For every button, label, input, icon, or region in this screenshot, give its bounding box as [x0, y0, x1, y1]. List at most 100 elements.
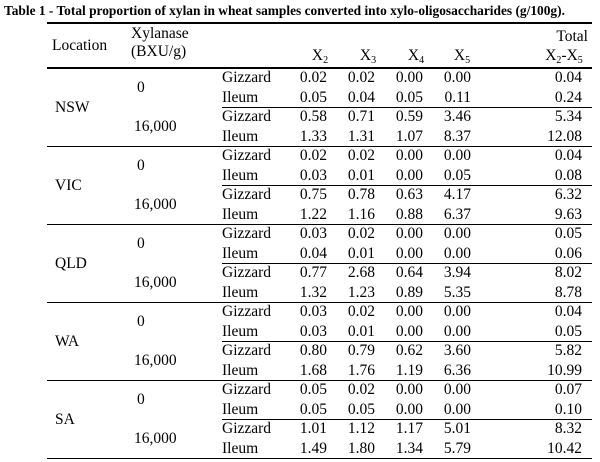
total-cell: 10.42 — [547, 439, 582, 457]
x5-cell: 6.36 — [443, 361, 471, 379]
dose-divider-rule — [222, 263, 592, 264]
x3-cell: 0.78 — [347, 186, 375, 203]
dose-divider-rule — [222, 341, 592, 342]
header-total-x5: -X — [561, 47, 578, 64]
site-cell: Ileum — [222, 88, 259, 106]
location-label: WA — [55, 333, 80, 350]
header-x2-letter: X — [311, 47, 324, 64]
site-cell: Gizzard — [222, 69, 272, 86]
xylanase-dose-low: 0 — [137, 235, 145, 252]
x2-cell: 0.77 — [299, 264, 327, 281]
x4-cell: 0.00 — [395, 69, 423, 86]
total-cell: 8.78 — [554, 283, 582, 301]
site-cell: Ileum — [222, 127, 259, 145]
table-row: Gizzard 0.58 0.71 0.59 3.46 5.34 — [47, 107, 592, 126]
header-x4-sub: 4 — [419, 55, 425, 66]
x2-cell: 0.05 — [299, 88, 327, 106]
location-group: WA 0 16,000 Gizzard 0.03 0.02 0.00 0.00 0.04 Ileu… — [47, 303, 592, 381]
x4-cell: 0.62 — [395, 342, 423, 359]
table-row: Gizzard 0.80 0.79 0.62 3.60 5.82 — [47, 341, 592, 360]
location-group: QLD 0 16,000 Gizzard 0.03 0.02 0.00 0.00 0.05 Ile… — [47, 225, 592, 303]
total-cell: 9.63 — [554, 205, 582, 223]
x5-cell: 3.94 — [443, 264, 471, 281]
total-cell: 0.24 — [554, 88, 582, 106]
x5-cell: 0.00 — [443, 69, 471, 86]
header-rule — [47, 67, 592, 69]
x2-cell: 0.05 — [299, 381, 327, 398]
x4-cell: 0.59 — [395, 108, 423, 125]
x5-cell: 0.05 — [443, 166, 471, 184]
table-row: Gizzard 0.77 2.68 0.64 3.94 8.02 — [47, 263, 592, 282]
site-cell: Gizzard — [222, 186, 272, 203]
total-cell: 6.32 — [554, 186, 582, 203]
location-label: VIC — [55, 177, 82, 194]
x2-cell: 1.68 — [299, 361, 327, 379]
x4-cell: 0.00 — [395, 322, 423, 340]
header-total-x2: X — [545, 47, 557, 64]
x3-cell: 1.76 — [347, 361, 375, 379]
header-location: Location — [52, 37, 108, 54]
x2-cell: 1.32 — [299, 283, 327, 301]
table-row: Ileum 1.68 1.76 1.19 6.36 10.99 — [47, 361, 592, 380]
x3-cell: 0.02 — [347, 381, 375, 398]
site-cell: Gizzard — [222, 381, 272, 398]
group-bottom-rule — [47, 145, 592, 147]
site-cell: Gizzard — [222, 342, 272, 359]
table-row: Ileum 0.03 0.01 0.00 0.00 0.05 — [47, 322, 592, 341]
header-total-x5-sub: 5 — [577, 55, 583, 66]
x3-cell: 0.02 — [347, 303, 375, 320]
site-cell: Gizzard — [222, 303, 272, 320]
table-row: Gizzard 1.01 1.12 1.17 5.01 8.32 — [47, 419, 592, 438]
x5-cell: 0.00 — [443, 381, 471, 398]
total-cell: 0.07 — [554, 381, 582, 398]
total-cell: 0.04 — [554, 303, 582, 320]
x3-cell: 1.16 — [347, 205, 375, 223]
x2-cell: 0.03 — [299, 303, 327, 320]
x3-cell: 1.80 — [347, 439, 375, 457]
group-bottom-rule — [47, 223, 592, 225]
location-group: NSW 0 16,000 Gizzard 0.02 0.02 0.00 0.00 0.04 Ile… — [47, 69, 592, 147]
site-cell: Ileum — [222, 322, 259, 340]
header-xylanase-unit: (BXU/g) — [131, 43, 187, 60]
xylanase-dose-high: 16,000 — [134, 196, 177, 213]
x4-cell: 0.00 — [395, 225, 423, 242]
x3-cell: 0.01 — [347, 244, 375, 262]
x5-cell: 0.00 — [443, 322, 471, 340]
table-row: Gizzard 0.03 0.02 0.00 0.00 0.04 — [47, 302, 592, 321]
x3-cell: 0.01 — [347, 166, 375, 184]
table-row: Gizzard 0.03 0.02 0.00 0.00 0.05 — [47, 224, 592, 243]
x3-cell: 0.05 — [347, 400, 375, 418]
table-row: Ileum 1.32 1.23 0.89 5.35 8.78 — [47, 283, 592, 302]
total-cell: 12.08 — [547, 127, 582, 145]
x5-cell: 4.17 — [443, 186, 471, 203]
total-cell: 10.99 — [547, 361, 582, 379]
x2-cell: 0.58 — [299, 108, 327, 125]
location-label: SA — [55, 411, 75, 428]
header-x3-letter: X — [359, 47, 372, 64]
x4-cell: 1.07 — [395, 127, 423, 145]
site-cell: Ileum — [222, 244, 259, 262]
header-x4: X4 — [391, 47, 441, 66]
x4-cell: 0.00 — [395, 147, 423, 164]
site-cell: Ileum — [222, 205, 259, 223]
site-cell: Gizzard — [222, 108, 272, 125]
xylanase-dose-low: 0 — [137, 313, 145, 330]
total-cell: 0.05 — [554, 322, 582, 340]
x4-cell: 0.64 — [395, 264, 423, 281]
location-label: NSW — [55, 99, 90, 116]
x5-cell: 3.46 — [443, 108, 471, 125]
table-row: Ileum 0.05 0.04 0.05 0.11 0.24 — [47, 88, 592, 107]
x2-cell: 1.22 — [299, 205, 327, 223]
group-bottom-rule — [47, 301, 592, 303]
x3-cell: 2.68 — [347, 264, 375, 281]
x4-cell: 0.05 — [395, 88, 423, 106]
header-x5-sub: 5 — [465, 55, 471, 66]
table-row: Ileum 1.49 1.80 1.34 5.79 10.42 — [47, 439, 592, 458]
x2-cell: 1.33 — [299, 127, 327, 145]
table-row: Ileum 1.33 1.31 1.07 8.37 12.08 — [47, 127, 592, 146]
x2-cell: 0.80 — [299, 342, 327, 359]
header-x5-letter: X — [453, 47, 466, 64]
total-cell: 8.02 — [554, 264, 582, 281]
x4-cell: 0.63 — [395, 186, 423, 203]
x2-cell: 0.03 — [299, 322, 327, 340]
